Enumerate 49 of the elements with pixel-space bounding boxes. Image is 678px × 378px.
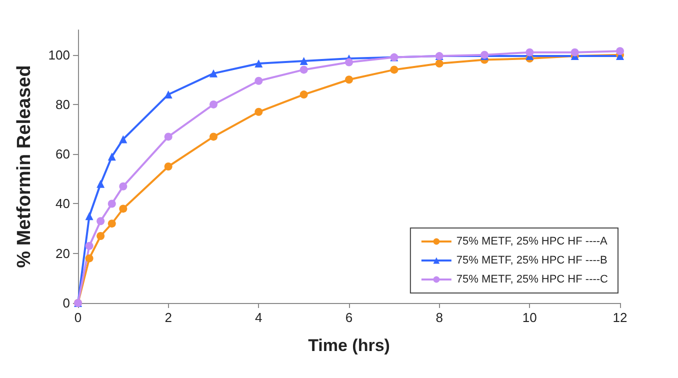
legend-label: 75% METF, 25% HPC HF ----B	[456, 254, 608, 266]
x-tick-label: 10	[522, 310, 537, 325]
point	[210, 132, 218, 141]
point	[210, 69, 218, 78]
point	[570, 48, 579, 56]
y-axis-title: % Metformin Released	[14, 65, 35, 268]
x-tick-label: 4	[255, 310, 262, 325]
point	[96, 217, 105, 226]
point	[96, 180, 105, 188]
x-tick-label: 12	[612, 310, 628, 325]
point	[526, 48, 534, 56]
point	[119, 204, 128, 213]
x-tick-label: 6	[345, 310, 353, 325]
y-tick-label: 20	[56, 246, 70, 261]
x-axis-title: Time (hrs)	[308, 336, 390, 355]
point	[119, 182, 128, 190]
point	[345, 58, 353, 66]
point	[300, 57, 308, 66]
y-tick-label: 80	[56, 96, 70, 112]
point	[96, 232, 105, 240]
point	[300, 90, 308, 99]
y-tick-label: 100	[48, 47, 70, 62]
point	[345, 76, 353, 84]
point	[254, 60, 263, 68]
x-tick-label: 2	[164, 310, 172, 325]
legend-label: 75% METF, 25% HPC HF ----A	[456, 236, 608, 248]
x-tick-label: 8	[436, 310, 443, 325]
y-tick-label: 60	[56, 146, 70, 162]
y-tick-label: 40	[56, 196, 70, 212]
point	[108, 220, 116, 228]
legend-label: 75% METF, 25% HPC HF ----C	[456, 274, 608, 286]
point	[85, 242, 94, 250]
point	[85, 254, 94, 262]
point	[164, 90, 172, 99]
x-tick-label: 0	[74, 310, 82, 325]
point	[108, 152, 116, 161]
point	[254, 108, 263, 116]
point	[85, 212, 94, 220]
point	[435, 60, 444, 68]
point	[119, 135, 128, 144]
point	[164, 162, 172, 170]
point	[616, 47, 624, 56]
point	[300, 66, 308, 74]
y-tick-label: 0	[62, 296, 70, 310]
point	[254, 76, 263, 85]
point	[164, 132, 172, 141]
point	[210, 100, 218, 108]
point	[390, 66, 398, 74]
point	[108, 200, 116, 208]
